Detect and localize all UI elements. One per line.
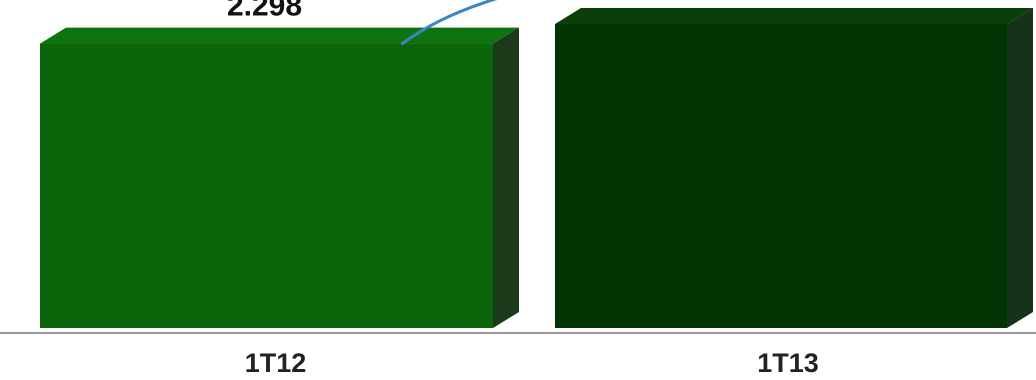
- bar-1t13: [555, 24, 1007, 328]
- growth-annotation: 7%: [400, 0, 498, 46]
- value-label-1t13: 2.456: [731, 0, 806, 3]
- category-label-1t13: 1T13: [757, 348, 819, 378]
- bar-side-1t12: [493, 27, 519, 329]
- growth-arrow: [400, 0, 498, 46]
- bar-1t12: [40, 43, 493, 329]
- labels-layer: 2.298 1T12 2.456 1T13: [227, 0, 819, 378]
- bars-layer: [40, 8, 1033, 329]
- bar-top-1t12: [40, 27, 519, 44]
- bar-side-1t13: [1007, 8, 1033, 328]
- category-label-1t12: 1T12: [245, 348, 307, 378]
- bar-top-1t13: [555, 8, 1033, 25]
- value-label-1t12: 2.298: [227, 0, 302, 23]
